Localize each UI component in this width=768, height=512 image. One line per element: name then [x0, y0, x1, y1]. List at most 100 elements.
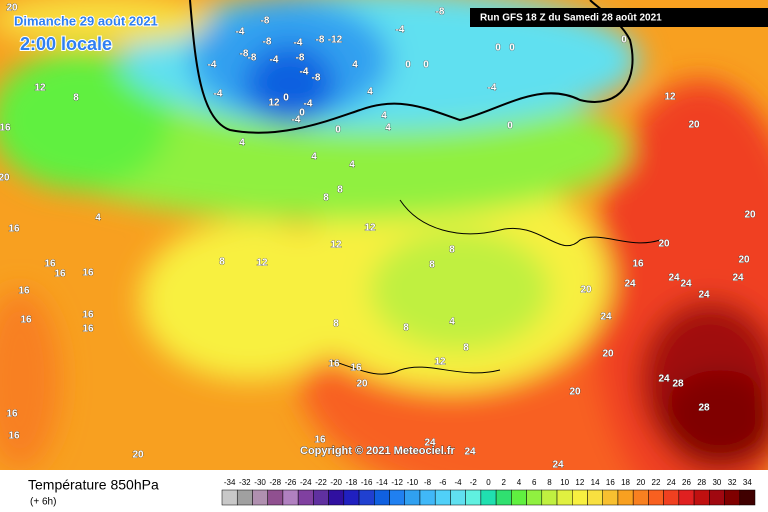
contour-label: -8	[248, 53, 257, 64]
contour-label: -4	[292, 115, 301, 126]
colorbar-swatch	[739, 489, 756, 506]
contour-label: 16	[82, 310, 94, 321]
contour-label: 4	[239, 138, 245, 149]
colorbar-swatch	[648, 489, 664, 506]
contour-label: 16	[54, 269, 66, 280]
colorbar-swatch	[358, 489, 375, 506]
contour-label: -4	[208, 60, 217, 71]
contour-label: 20	[0, 173, 10, 184]
colorbar-tick: 28	[697, 478, 706, 487]
colorbar-swatch	[602, 489, 619, 506]
contour-label: 8	[429, 260, 435, 271]
contour-label: -4	[304, 99, 313, 110]
contour-label: 28	[672, 379, 684, 390]
colorbar-swatch	[419, 489, 436, 506]
contour-label: 0	[405, 60, 411, 71]
colorbar-tick: 6	[532, 478, 537, 487]
contour-label: 0	[299, 108, 305, 119]
contour-label: 8	[449, 245, 455, 256]
colorbar-swatch	[709, 489, 725, 506]
colorbar-tick: -28	[270, 478, 282, 487]
colorbar-tick: -14	[376, 478, 388, 487]
contour-label: 4	[385, 123, 391, 134]
colorbar-tick: 24	[667, 478, 676, 487]
contour-label: 20	[580, 285, 592, 296]
contour-label: 20	[356, 379, 368, 390]
contour-label: 4	[349, 160, 355, 171]
colorbar-tick: 18	[621, 478, 630, 487]
contour-label: 0	[495, 43, 501, 54]
colorbar-tick: -8	[424, 478, 432, 487]
contour-label: -4	[236, 27, 245, 38]
contour-label: 16	[8, 431, 20, 442]
colorbar-swatch	[526, 489, 543, 506]
contour-label: 12	[364, 223, 376, 234]
contour-label: 24	[658, 374, 670, 385]
contour-label: -8	[263, 37, 272, 48]
colorbar: -34 -32 -30 -28 -26 -24 -22 -20 -18 -16 -14 -12 -10-…	[221, 478, 756, 506]
contour-label: -4	[488, 83, 497, 94]
contour-label: -8	[261, 16, 270, 27]
contour-label: 8	[403, 323, 409, 334]
contour-label: 16	[0, 123, 11, 134]
contour-label: 4	[449, 317, 455, 328]
colorbar-tick: -32	[239, 478, 251, 487]
colorbar-swatch	[434, 489, 451, 506]
contour-label: 4	[95, 213, 101, 224]
contour-label: 16	[82, 268, 94, 279]
contour-label: 24	[464, 447, 476, 458]
colorbar-tick: -2	[470, 478, 478, 487]
contour-label: 16	[44, 259, 56, 270]
contour-label: 20	[688, 120, 700, 131]
contour-label: 8	[323, 193, 329, 204]
contour-label: -8	[296, 53, 305, 64]
colorbar-tick: -18	[346, 478, 358, 487]
contour-label: 0	[423, 60, 429, 71]
colorbar-swatch	[404, 489, 421, 506]
colorbar-swatch	[221, 489, 238, 506]
contour-label: -4	[294, 38, 303, 49]
colorbar-swatch	[313, 489, 329, 506]
contour-label: 12	[256, 258, 268, 269]
colorbar-tick: -16	[361, 478, 373, 487]
contour-label: 16	[82, 324, 94, 335]
colorbar-swatch	[328, 489, 345, 506]
contour-label: 16	[18, 286, 30, 297]
colorbar-swatch	[678, 489, 695, 506]
colorbar-swatch	[282, 489, 299, 506]
contour-label: 0	[335, 125, 341, 136]
contour-label: 12	[34, 83, 46, 94]
contour-label: -4	[300, 67, 309, 78]
colorbar-swatch	[389, 489, 405, 506]
contour-label: 12	[330, 240, 342, 251]
colorbar-swatch	[450, 489, 466, 506]
colorbar-swatch	[343, 489, 360, 506]
colorbar-swatch	[724, 489, 741, 506]
date: Dimanche 29 août 2021	[14, 13, 158, 28]
contour-label: 8	[337, 185, 343, 196]
contour-label: -4	[270, 55, 279, 66]
contour-label: 0	[621, 35, 627, 46]
contour-label: 20	[658, 239, 670, 250]
contour-label: 20	[132, 450, 144, 461]
colorbar-swatch	[236, 489, 253, 506]
copyright: Copyright © 2021 Meteociel.fr	[300, 445, 456, 457]
colorbar-tick: 30	[712, 478, 721, 487]
run-info: Run GFS 18 Z du Samedi 28 août 2021	[480, 13, 662, 24]
colorbar-swatch	[693, 489, 710, 506]
contour-label: 16	[632, 259, 644, 270]
contour-label: 28	[698, 403, 710, 414]
colorbar-tick: 12	[575, 478, 584, 487]
contour-label: 0	[507, 121, 513, 132]
colorbar-tick: 4	[517, 478, 522, 487]
contour-label: 12	[268, 98, 280, 109]
contour-label: 20	[602, 349, 614, 360]
contour-label: 24	[424, 438, 436, 449]
contour-label: 12	[434, 357, 446, 368]
contour-label: 24	[680, 279, 692, 290]
contour-label: 16	[328, 359, 340, 370]
contour-label: 4	[311, 152, 317, 163]
